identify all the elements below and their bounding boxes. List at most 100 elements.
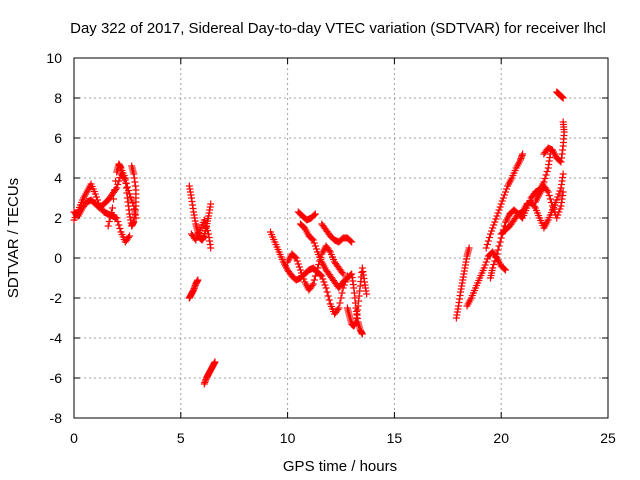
data-point-marker <box>296 266 304 274</box>
data-point-marker <box>207 200 215 208</box>
data-point-marker <box>543 168 551 175</box>
data-point-marker <box>554 193 562 201</box>
y-tick-label: -2 <box>50 290 63 306</box>
data-point-marker <box>92 193 100 201</box>
data-point-marker <box>495 242 503 250</box>
data-point-marker <box>553 196 561 204</box>
series-arc-13 <box>343 264 371 330</box>
data-point-marker <box>321 281 329 289</box>
data-point-marker <box>104 222 112 230</box>
data-point-marker <box>482 244 490 252</box>
data-point-marker <box>545 192 553 199</box>
data-point-marker <box>310 211 318 219</box>
data-point-marker <box>496 238 504 246</box>
data-point-marker <box>310 276 318 284</box>
y-tick-label: -4 <box>50 330 63 346</box>
data-point-marker <box>547 199 555 206</box>
series-arc-20 <box>553 88 567 102</box>
data-point-marker <box>491 257 499 265</box>
series-arc-11 <box>294 208 319 224</box>
data-point-marker <box>559 118 567 126</box>
data-point-marker <box>325 247 333 254</box>
data-point-marker <box>492 215 500 223</box>
data-point-marker <box>320 278 328 286</box>
x-tick-labels: 0 5 10 15 20 25 <box>70 430 616 446</box>
data-point-marker <box>556 157 564 165</box>
data-point-marker <box>489 264 497 272</box>
data-point-marker <box>339 270 347 278</box>
data-point-marker <box>201 220 209 227</box>
data-point-marker <box>336 299 344 307</box>
data-point-marker <box>311 272 319 280</box>
axis-ticks <box>73 57 609 419</box>
data-point-marker <box>543 187 551 194</box>
data-point-marker <box>483 255 491 263</box>
data-point-marker <box>491 218 499 226</box>
plot-frame <box>73 57 609 419</box>
data-point-marker <box>334 306 342 313</box>
data-point-marker <box>559 170 567 178</box>
data-point-marker <box>292 254 300 262</box>
data-point-marker <box>482 258 490 266</box>
data-point-marker <box>488 227 496 235</box>
data-point-marker <box>126 232 134 240</box>
data-point-marker <box>500 191 508 199</box>
data-point-marker <box>297 269 305 277</box>
y-tick-label: 10 <box>46 50 62 66</box>
data-point-marker <box>490 261 498 268</box>
data-point-marker <box>114 218 122 225</box>
data-point-marker <box>358 330 366 338</box>
data-point-marker <box>337 294 345 302</box>
y-tick-label: 4 <box>54 170 62 186</box>
data-point-marker <box>556 205 564 213</box>
series-arc-16 <box>482 150 527 252</box>
data-point-marker <box>503 185 511 193</box>
data-point-marker <box>325 296 333 304</box>
data-point-marker <box>291 253 299 261</box>
data-point-marker <box>110 195 118 203</box>
series-arc-6 <box>185 276 202 302</box>
data-point-marker <box>308 282 316 289</box>
data-point-marker <box>556 187 564 195</box>
data-point-marker <box>204 227 211 234</box>
data-point-marker <box>548 202 556 210</box>
data-point-marker <box>348 238 356 246</box>
data-point-marker <box>335 304 343 312</box>
y-tick-label: 0 <box>54 250 62 266</box>
data-point-marker <box>124 234 132 241</box>
data-point-marker <box>294 260 302 268</box>
data-point-marker <box>113 214 121 222</box>
data-point-marker <box>311 210 319 218</box>
data-point-marker <box>293 257 301 265</box>
series-arc-19 <box>540 118 568 166</box>
x-tick-label: 0 <box>70 430 78 446</box>
y-tick-labels: -8 -6 -4 -2 0 2 4 6 8 10 <box>46 50 62 426</box>
data-point-marker <box>484 237 492 245</box>
data-point-marker <box>550 205 558 213</box>
data-point-marker <box>202 223 210 231</box>
data-point-marker <box>559 94 567 102</box>
data-point-marker <box>487 230 495 238</box>
data-point-marker <box>111 186 119 194</box>
data-point-marker <box>495 206 503 214</box>
y-tick-label: -8 <box>50 410 63 426</box>
data-point-marker <box>299 272 307 280</box>
x-tick-label: 15 <box>387 430 403 446</box>
data-point-marker <box>481 261 489 269</box>
data-point-marker <box>541 175 549 182</box>
data-point-marker <box>555 190 563 198</box>
data-point-marker <box>530 203 538 210</box>
data-point-marker <box>338 269 346 276</box>
series-arc-7 <box>200 358 219 388</box>
x-axis-label: GPS time / hours <box>283 458 397 475</box>
data-point-marker <box>324 292 332 300</box>
data-point-marker <box>312 268 320 276</box>
data-point-marker <box>363 290 371 298</box>
data-point-marker <box>116 225 124 232</box>
y-axis-label: SDTVAR / TECUs <box>5 178 22 298</box>
data-point-marker <box>106 213 114 221</box>
data-point-marker <box>492 254 500 261</box>
data-point-marker <box>494 246 502 254</box>
data-point-marker <box>546 195 554 203</box>
